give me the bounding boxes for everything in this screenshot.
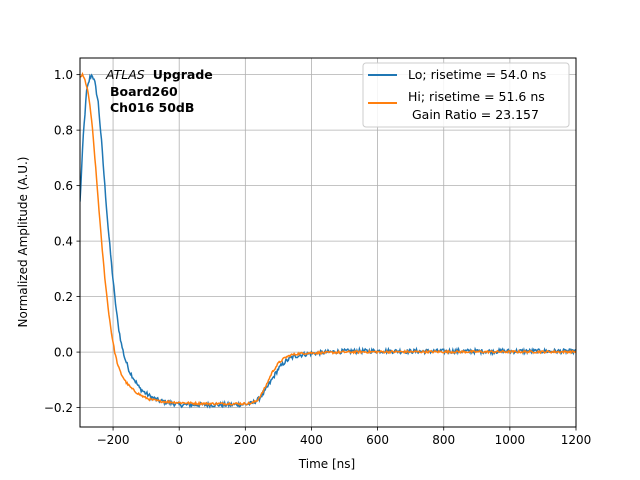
x-tick-label: 200 xyxy=(234,433,257,447)
x-tick-label: 800 xyxy=(432,433,455,447)
legend: Lo; risetime = 54.0 ns Hi; risetime = 51… xyxy=(0,0,573,128)
y-tick-label: 0.0 xyxy=(54,346,73,360)
legend-box xyxy=(362,62,570,128)
y-tick-label: 1.0 xyxy=(54,68,73,82)
y-tick-label: 0.2 xyxy=(54,290,73,304)
series-line-hi xyxy=(80,71,576,407)
annotation-atlas: ATLAS xyxy=(105,67,145,82)
x-tick-label: 0 xyxy=(175,433,183,447)
atlas-annotation: ATLAS Upgrade Board260 Ch016 50dB xyxy=(105,67,213,115)
x-tick-label: 400 xyxy=(300,433,323,447)
x-axis: −200 0 200 400 600 800 1000 1200 xyxy=(97,427,592,447)
svg-text:ATLAS Upgrade: ATLAS Upgrade xyxy=(105,67,213,82)
y-tick-label: −0.2 xyxy=(44,401,73,415)
x-tick-label: 600 xyxy=(366,433,389,447)
legend-label-hi: Hi; risetime = 51.6 ns Gain Ratio = 23.1… xyxy=(0,0,573,122)
x-tick-label: 1200 xyxy=(561,433,592,447)
annotation-channel: Ch016 50dB xyxy=(110,100,194,115)
y-tick-label: 0.8 xyxy=(54,124,73,138)
y-axis: −0.2 0.0 0.2 0.4 0.6 0.8 1.0 xyxy=(44,68,80,415)
annotation-board: Board260 xyxy=(110,84,178,99)
x-tick-label: −200 xyxy=(97,433,130,447)
series-group xyxy=(80,71,576,409)
x-tick-label: 1000 xyxy=(495,433,526,447)
y-tick-label: 0.6 xyxy=(54,179,73,193)
y-tick-label: 0.4 xyxy=(54,235,73,249)
x-axis-label: Time [ns] xyxy=(298,457,355,471)
annotation-upgrade: Upgrade xyxy=(153,67,213,82)
legend-label-lo: Lo; risetime = 54.0 ns xyxy=(408,67,546,82)
plot-frame xyxy=(79,57,577,428)
y-axis-label: Normalized Amplitude (A.U.) xyxy=(16,157,30,328)
